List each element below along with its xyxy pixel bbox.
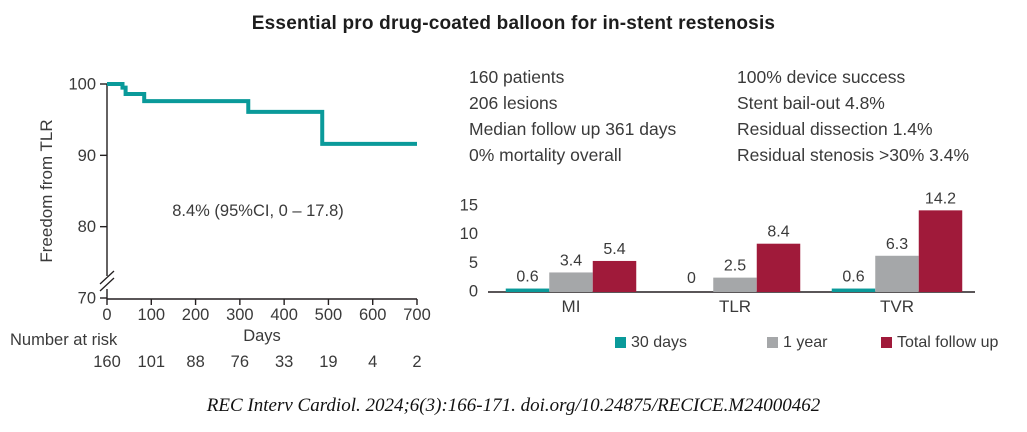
legend-swatch-2 [767, 337, 778, 348]
legend-swatch-3 [881, 337, 892, 348]
bar-tvr-2 [918, 210, 963, 292]
legend-swatch-1 [615, 337, 626, 348]
bar-tlr-1 [713, 277, 757, 292]
number-at-risk-value: 160 [93, 353, 121, 371]
bar-data-label: 5.4 [603, 241, 625, 258]
km-y-tick-label: 70 [78, 290, 96, 308]
stat-line-residual-dissection: Residual dissection 1.4% [737, 119, 933, 139]
km-x-tick-label: 600 [359, 306, 387, 324]
study-stats-right: 100% device success Stent bail-out 4.8% … [737, 64, 969, 168]
stat-line-patients: 160 patients [469, 67, 565, 87]
bar-data-label: 14.2 [925, 190, 956, 207]
stat-line-device-success: 100% device success [737, 67, 906, 87]
axis-break-slash [99, 277, 115, 292]
bar-mi-2 [592, 260, 637, 292]
km-y-tick-label: 80 [78, 218, 96, 236]
bar-y-tick-label: 0 [469, 283, 478, 301]
bar-tvr-1 [875, 255, 919, 292]
number-at-risk-label: Number at risk [10, 331, 118, 349]
bar-category-label: TLR [719, 297, 751, 316]
study-stats-left: 160 patients 206 lesions Median follow u… [469, 64, 676, 168]
citation: REC Interv Cardiol. 2024;6(3):166-171. d… [206, 395, 821, 416]
km-x-tick-label: 300 [226, 306, 254, 324]
bar-data-label: 0.6 [516, 269, 538, 286]
bar-data-label: 2.5 [724, 258, 746, 275]
number-at-risk-value: 2 [412, 353, 421, 371]
legend-label-1: 30 days [631, 334, 687, 351]
number-at-risk-value: 19 [319, 353, 337, 371]
figure-title: Essential pro drug-coated balloon for in… [251, 13, 776, 34]
number-at-risk-value: 101 [138, 353, 166, 371]
events-bar-chart: 0 5 10 15 0.6 3.4 5.4 MI 0 2.5 8.4 TLR 0.6 6.3 14.2 TVR… [460, 190, 999, 351]
bar-y-tick-label: 10 [460, 225, 478, 243]
bar-tlr-2 [756, 243, 801, 292]
km-ci-annotation: 8.4% (95%CI, 0 – 17.8) [172, 202, 344, 220]
bar-mi-0 [505, 288, 550, 292]
km-y-tick-label: 100 [68, 76, 96, 94]
bar-data-label: 0.6 [842, 269, 864, 286]
bar-data-label: 0 [687, 270, 696, 287]
legend-label-2: 1 year [783, 334, 828, 351]
km-x-tick-label: 700 [403, 306, 431, 324]
stat-line-followup: Median follow up 361 days [469, 119, 677, 139]
bar-category-label: MI [562, 297, 581, 316]
km-x-axis-title: Days [243, 327, 281, 345]
stat-line-stent-bailout: Stent bail-out 4.8% [737, 93, 885, 113]
axis-break-gap [105, 276, 109, 289]
km-survival-chart: 70 80 90 100 0 100 200 300 400 500 600 700 Days Freed… [10, 76, 431, 372]
number-at-risk-value: 76 [231, 353, 249, 371]
km-x-tick-label: 500 [315, 306, 343, 324]
bar-y-tick-label: 5 [469, 254, 478, 272]
number-at-risk-value: 4 [368, 353, 377, 371]
km-y-axis-title: Freedom from TLR [37, 119, 56, 262]
stat-line-residual-stenosis: Residual stenosis >30% 3.4% [737, 145, 970, 165]
number-at-risk-value: 33 [275, 353, 293, 371]
km-x-tick-label: 400 [270, 306, 298, 324]
bar-tvr-0 [831, 288, 876, 292]
stat-line-lesions: 206 lesions [469, 93, 558, 113]
bar-data-label: 3.4 [560, 252, 582, 269]
bar-mi-1 [549, 272, 593, 292]
bar-y-tick-label: 15 [460, 196, 478, 214]
km-x-tick-label: 200 [182, 306, 210, 324]
legend-label-3: Total follow up [897, 334, 998, 351]
axis-break-slash [99, 270, 115, 285]
stat-line-mortality: 0% mortality overall [469, 145, 622, 165]
bar-category-label: TVR [880, 297, 914, 316]
km-x-tick-label: 100 [138, 306, 166, 324]
number-at-risk-value: 88 [186, 353, 204, 371]
bar-data-label: 6.3 [886, 236, 908, 253]
bar-data-label: 8.4 [767, 224, 789, 241]
km-survival-curve [107, 82, 417, 146]
km-x-tick-label: 0 [102, 306, 111, 324]
km-y-tick-label: 90 [78, 147, 96, 165]
